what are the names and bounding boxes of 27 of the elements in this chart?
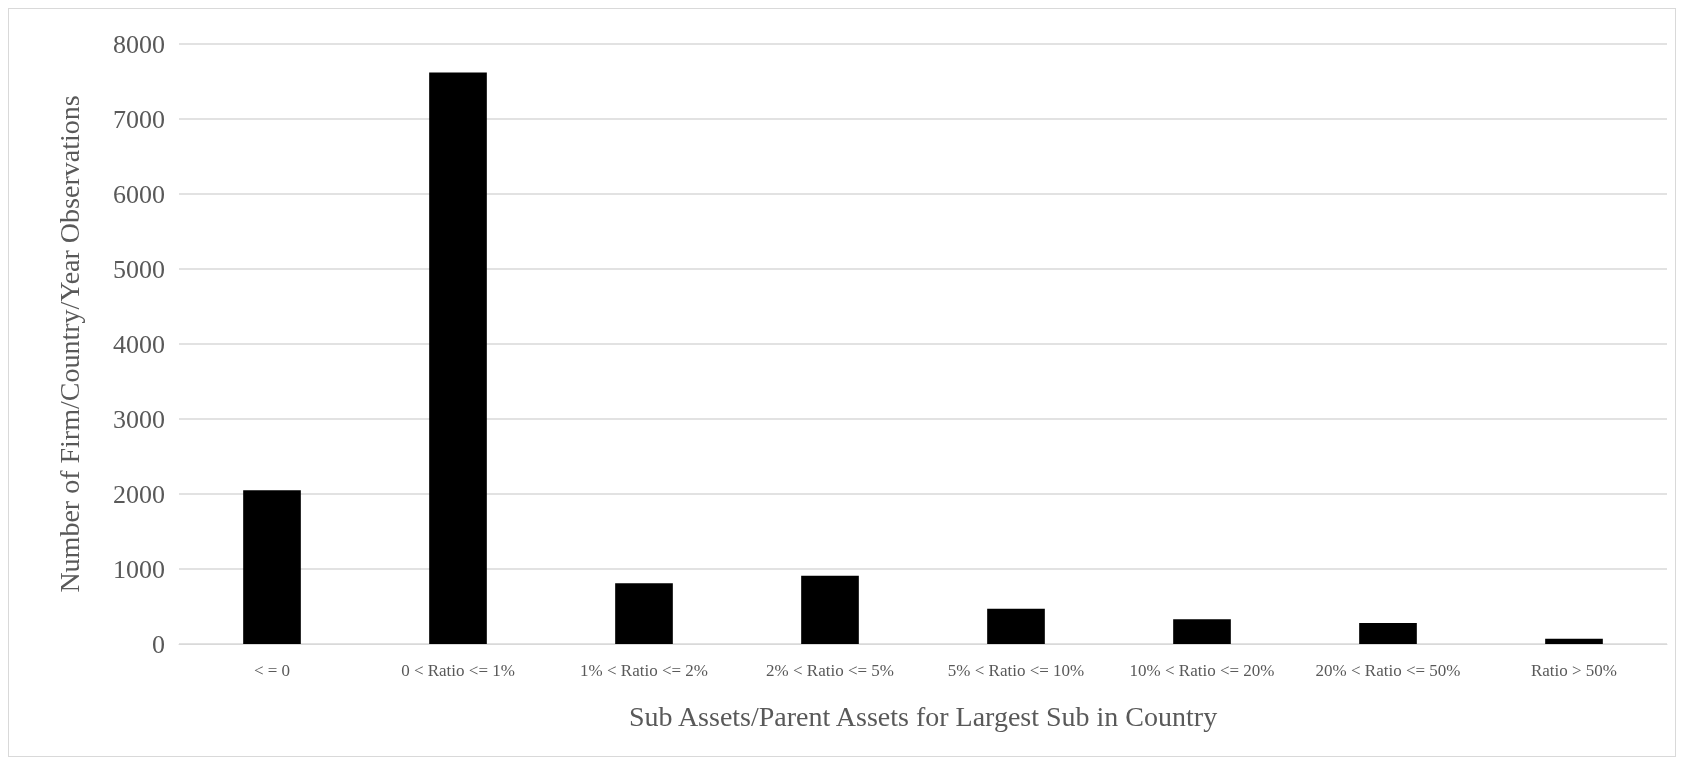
bar <box>1359 623 1417 644</box>
y-tick-label: 7000 <box>113 104 165 134</box>
y-tick-label: 4000 <box>113 329 165 359</box>
x-tick-label: 5% < Ratio <= 10% <box>947 661 1085 680</box>
x-tick-label: 0 < Ratio <= 1% <box>401 661 515 680</box>
x-tick-label: < = 0 <box>253 661 291 680</box>
x-tick-label: 2% < Ratio <= 5% <box>766 661 894 680</box>
x-tick-label: 20% < Ratio <= 50% <box>1315 661 1461 680</box>
bar <box>615 583 673 644</box>
x-axis-title: Sub Assets/Parent Assets for Largest Sub in Country <box>628 700 1218 732</box>
x-tick-label: Ratio > 50% <box>1530 661 1618 680</box>
y-axis-title: Number of Firm/Country/Year Observations <box>53 95 85 593</box>
y-tick-label: 3000 <box>113 404 165 434</box>
x-tick-label: 1% < Ratio <= 2% <box>580 661 708 680</box>
bar <box>1173 619 1231 644</box>
bar <box>1545 638 1603 644</box>
bar <box>243 490 301 644</box>
bar <box>987 608 1045 644</box>
y-tick-label: 2000 <box>113 479 165 509</box>
bar <box>429 72 487 644</box>
y-tick-label: 6000 <box>113 179 165 209</box>
y-tick-label: 5000 <box>113 254 165 284</box>
x-tick-label: 10% < Ratio <= 20% <box>1129 661 1275 680</box>
bar <box>801 575 859 644</box>
y-tick-label: 1000 <box>113 554 165 584</box>
y-tick-label: 0 <box>152 629 165 659</box>
y-tick-label: 8000 <box>113 29 165 59</box>
